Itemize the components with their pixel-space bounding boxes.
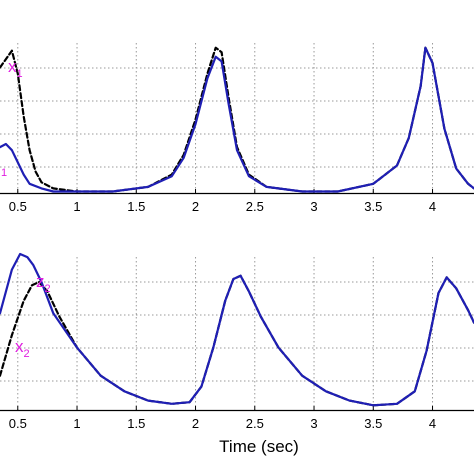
top-panel: 0.5 1 1.5 2 2.5 3 3.5 4 x1 1 bbox=[0, 43, 474, 214]
top-series bbox=[0, 46, 474, 193]
series-line-z2 bbox=[0, 252, 474, 407]
x-tick-label: 2 bbox=[192, 199, 199, 214]
series-line-z1 bbox=[0, 46, 474, 193]
annotation-x1: x1 bbox=[8, 57, 23, 80]
x-tick-label: 3.5 bbox=[364, 416, 382, 431]
x-tick-label: 1 bbox=[73, 416, 80, 431]
x-tick-label: 3 bbox=[310, 416, 317, 431]
x-tick-label: 2.5 bbox=[246, 199, 264, 214]
annotation-x2: x2 bbox=[15, 337, 30, 360]
bottom-annotations: z2 x2 bbox=[15, 272, 51, 360]
annotation-z2: z2 bbox=[36, 272, 51, 295]
x-tick-label: 3 bbox=[310, 199, 317, 214]
x-axis-label: Time (sec) bbox=[219, 437, 299, 456]
bottom-panel: 0.5 1 1.5 2 2.5 3 3.5 4 z2 x2 Time (sec) bbox=[0, 252, 474, 456]
bottom-series bbox=[0, 252, 474, 407]
series-line-x1 bbox=[0, 46, 474, 193]
x-tick-label: 3.5 bbox=[364, 199, 382, 214]
top-grid bbox=[0, 43, 474, 193]
top-annotations: x1 1 bbox=[1, 57, 23, 179]
x-tick-label: 1.5 bbox=[127, 416, 145, 431]
x-tick-label: 1.5 bbox=[127, 199, 145, 214]
x-tick-label: 1 bbox=[73, 199, 80, 214]
x-tick-label: 2 bbox=[192, 416, 199, 431]
bottom-grid bbox=[0, 257, 474, 410]
x-tick-label: 2.5 bbox=[246, 416, 264, 431]
x-tick-label: 0.5 bbox=[9, 416, 27, 431]
x-tick-label: 0.5 bbox=[9, 199, 27, 214]
x-tick-label: 4 bbox=[429, 199, 436, 214]
x-tick-label: 4 bbox=[429, 416, 436, 431]
annotation-z1-subscript: 1 bbox=[1, 167, 7, 179]
top-x-ticks: 0.5 1 1.5 2 2.5 3 3.5 4 bbox=[9, 189, 436, 214]
bottom-x-ticks: 0.5 1 1.5 2 2.5 3 3.5 4 bbox=[9, 406, 436, 431]
